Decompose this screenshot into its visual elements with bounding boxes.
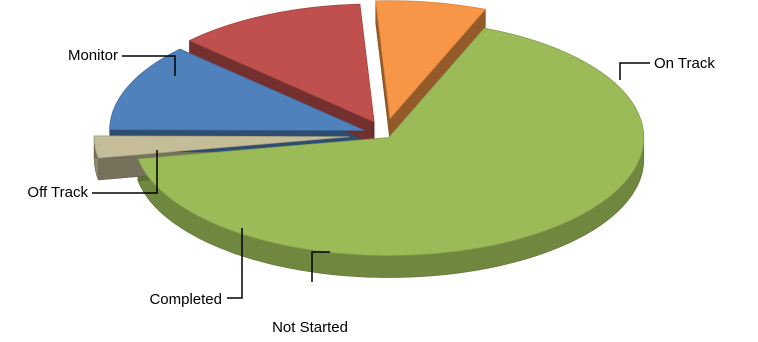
slice-completed	[109, 48, 365, 131]
slice-label-on-track: On Track	[654, 55, 715, 72]
leader-line-monitor	[122, 55, 176, 76]
leader-line-completed	[227, 228, 243, 299]
slice-labels: On Track Not Started Completed Off Track Mon…	[27, 47, 715, 336]
leader-line-not-started	[311, 251, 330, 282]
slice-monitor	[375, 0, 487, 120]
slice-off-track	[188, 3, 375, 123]
slice-label-off-track: Off Track	[27, 184, 88, 201]
slice-label-completed: Completed	[149, 291, 222, 308]
slice-tops	[93, 0, 645, 256]
leader-lines	[92, 55, 650, 299]
slice-label-not-started: Not Started	[272, 319, 348, 336]
slice-not-started	[93, 135, 350, 159]
slice-label-monitor: Monitor	[68, 47, 118, 64]
leader-line-on-track	[619, 62, 650, 80]
leader-line-off-track	[92, 150, 158, 194]
slice-on-track	[137, 27, 645, 256]
